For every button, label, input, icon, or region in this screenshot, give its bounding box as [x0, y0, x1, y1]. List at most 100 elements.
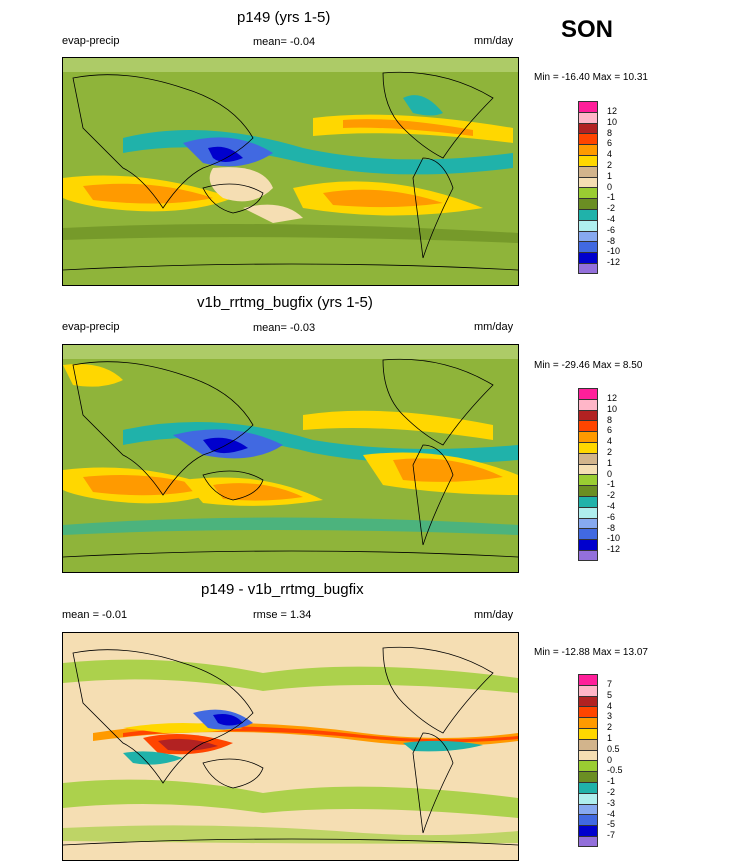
colorbar-label: -10	[607, 533, 621, 544]
colorbar-label: 4	[607, 436, 613, 447]
colorbar-swatch	[578, 738, 598, 750]
colorbar-label: -4	[607, 808, 616, 819]
colorbar-swatch	[578, 431, 598, 442]
colorbar-label: -8	[607, 522, 616, 533]
colorbar-swatch	[578, 717, 598, 728]
colorbar-label: -6	[607, 224, 616, 235]
colorbar-label: -0.5	[607, 765, 623, 776]
colorbar-label: -12	[607, 544, 621, 555]
panel3-colorbar	[578, 674, 598, 847]
colorbar-swatch	[578, 771, 598, 782]
panel3-mean-label: mean = -0.01	[62, 609, 128, 621]
panel2-title: v1b_rrtmg_bugfix (yrs 1-5)	[197, 294, 373, 311]
colorbar-swatch	[578, 835, 598, 847]
colorbar-label: 4	[607, 700, 613, 711]
colorbar-swatch	[578, 441, 598, 453]
colorbar-swatch	[578, 528, 598, 540]
colorbar-swatch	[578, 792, 598, 804]
panel2-variable-label: evap-precip	[62, 321, 120, 333]
panel2-map	[62, 344, 519, 573]
panel2-minmax: Min = -29.46 Max = 8.50	[534, 360, 643, 371]
colorbar-swatch	[578, 706, 598, 718]
colorbar-label: 2	[607, 722, 613, 733]
colorbar-swatch	[578, 133, 598, 145]
panel1-colorbar	[578, 101, 598, 274]
colorbar-label: 8	[607, 127, 613, 138]
panel2-colorbar	[578, 388, 598, 561]
colorbar-swatch	[578, 760, 598, 772]
colorbar-label: -2	[607, 203, 616, 214]
colorbar-swatch	[578, 474, 598, 486]
colorbar-label: -6	[607, 511, 616, 522]
panel3-minmax: Min = -12.88 Max = 13.07	[534, 647, 648, 658]
colorbar-swatch	[578, 122, 598, 134]
colorbar-label: 10	[607, 116, 618, 127]
colorbar-label: 5	[607, 689, 613, 700]
colorbar-swatch	[578, 187, 598, 199]
colorbar-label: 10	[607, 403, 618, 414]
colorbar-swatch	[578, 517, 598, 529]
colorbar-swatch	[578, 803, 598, 815]
panel3-units-label: mm/day	[474, 609, 514, 621]
colorbar-swatch	[578, 230, 598, 242]
colorbar-label: -8	[607, 235, 616, 246]
colorbar-label: 6	[607, 138, 613, 149]
colorbar-swatch	[578, 727, 598, 739]
colorbar-label: 7	[607, 679, 613, 689]
panel2-colorbar-labels: 12 10 8 6 4 2 1 0 -1 -2 -4 -6 -8 -10 -12	[607, 393, 620, 555]
colorbar-label: 6	[607, 425, 613, 436]
colorbar-swatch	[578, 452, 598, 464]
colorbar-swatch	[578, 684, 598, 696]
colorbar-swatch	[578, 198, 598, 209]
colorbar-label: -4	[607, 213, 616, 224]
colorbar-swatch	[578, 144, 598, 155]
colorbar-label: 1	[607, 457, 613, 468]
colorbar-swatch	[578, 165, 598, 177]
colorbar-label: 12	[607, 393, 618, 403]
colorbar-swatch	[578, 506, 598, 518]
colorbar-swatch	[578, 539, 598, 550]
panel2-mean-label: mean= -0.03	[253, 322, 316, 334]
colorbar-swatch	[578, 176, 598, 188]
colorbar-label: 3	[607, 711, 613, 722]
panel1-title: p149 (yrs 1-5)	[237, 9, 331, 26]
colorbar-swatch	[578, 695, 598, 707]
colorbar-label: -5	[607, 819, 616, 830]
colorbar-swatch	[578, 219, 598, 231]
colorbar-label: -1	[607, 479, 616, 490]
panel1-map	[62, 57, 519, 286]
panel2-units-label: mm/day	[474, 321, 514, 333]
colorbar-swatch	[578, 208, 598, 220]
colorbar-label: 0	[607, 468, 613, 479]
colorbar-label: -1	[607, 192, 616, 203]
colorbar-label: 1	[607, 732, 613, 743]
colorbar-swatch	[578, 398, 598, 410]
colorbar-label: 8	[607, 414, 613, 425]
colorbar-label: -7	[607, 830, 616, 841]
panel1-variable-label: evap-precip	[62, 35, 120, 47]
colorbar-swatch	[578, 101, 598, 112]
colorbar-swatch	[578, 825, 598, 836]
panel1-colorbar-labels: 12 10 8 6 4 2 1 0 -1 -2 -4 -6 -8 -10 -12	[607, 106, 620, 268]
colorbar-label: -3	[607, 797, 616, 808]
colorbar-swatch	[578, 495, 598, 507]
colorbar-swatch	[578, 409, 598, 421]
colorbar-label: -2	[607, 786, 616, 797]
colorbar-swatch	[578, 252, 598, 263]
colorbar-swatch	[578, 674, 598, 685]
colorbar-swatch	[578, 463, 598, 475]
panel1-units-label: mm/day	[474, 35, 514, 47]
colorbar-label: 4	[607, 149, 613, 160]
panel1-minmax: Min = -16.40 Max = 10.31	[534, 72, 648, 83]
panel3-map	[62, 632, 519, 861]
colorbar-label: -4	[607, 500, 616, 511]
colorbar-swatch	[578, 262, 598, 274]
colorbar-swatch	[578, 388, 598, 399]
colorbar-swatch	[578, 111, 598, 123]
colorbar-swatch	[578, 781, 598, 793]
colorbar-swatch	[578, 420, 598, 432]
colorbar-label: -2	[607, 490, 616, 501]
colorbar-swatch	[578, 154, 598, 166]
colorbar-label: 0	[607, 754, 613, 765]
colorbar-label: -10	[607, 246, 621, 257]
